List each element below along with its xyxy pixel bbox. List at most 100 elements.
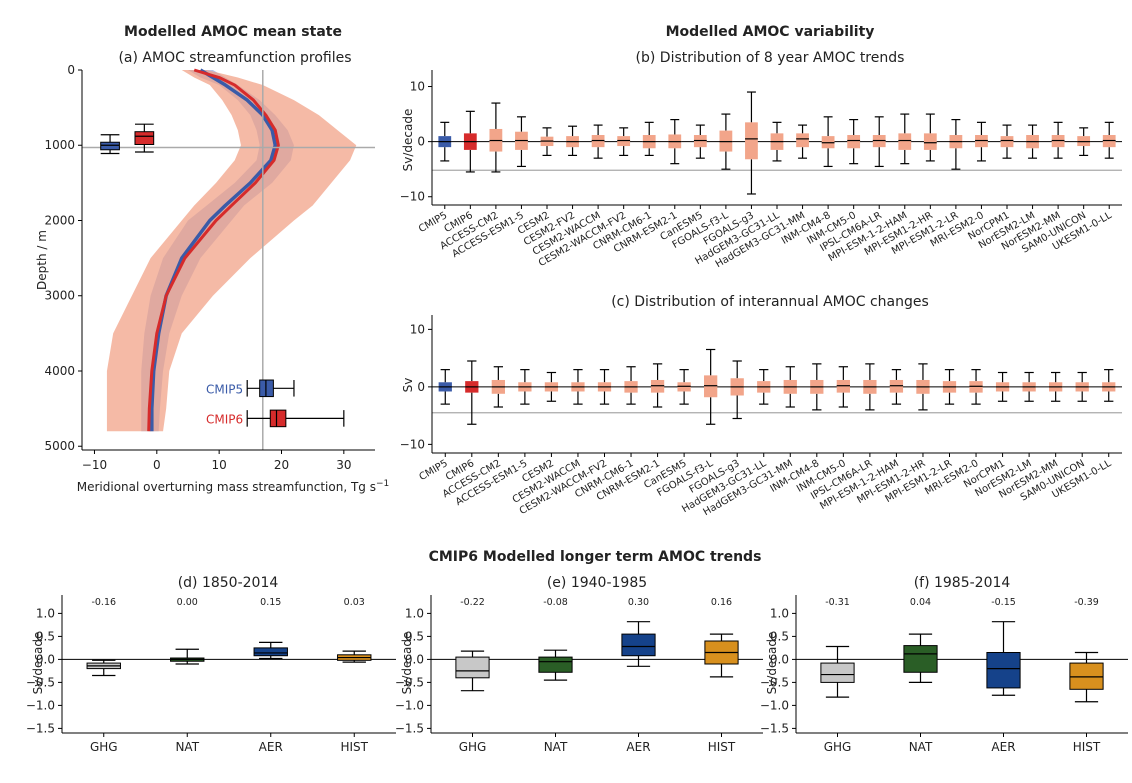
panel-d-category-label: NAT	[175, 740, 199, 754]
panel-f-box	[1069, 662, 1104, 690]
panel-c-ytick-label: 0	[417, 380, 425, 394]
panel-a-ytick-label: 2000	[44, 213, 75, 227]
panel-e-title: (e) 1940-1985	[547, 575, 647, 591]
panel-c-interannual-distribution: (c) Distribution of interannual AMOC cha…	[400, 294, 1122, 518]
panel-c-category-label: CMIP5	[417, 458, 449, 483]
panel-d-mean-annotation: 0.00	[177, 597, 198, 608]
panel-e-ytick-label: 0.5	[405, 629, 424, 643]
panel-b-box	[745, 122, 758, 160]
panel-b-title: (b) Distribution of 8 year AMOC trends	[636, 50, 905, 66]
mean-state-section-title: Modelled AMOC mean state	[124, 24, 342, 40]
panel-a-ytick-label: 5000	[44, 439, 75, 453]
panel-f-ylabel: Sv/decade	[765, 632, 779, 695]
panel-a-ytick-label: 0	[67, 63, 75, 77]
panel-d-mean-annotation: 0.15	[260, 597, 281, 608]
panel-f-category-label: HIST	[1073, 740, 1101, 754]
panel-a-xtick-label: 20	[274, 458, 289, 472]
variability-section-title: Modelled AMOC variability	[666, 24, 875, 40]
panel-e-mean-annotation: -0.08	[543, 597, 568, 608]
panel-a-cmip6-spread-band	[106, 70, 357, 432]
panel-e-ytick-label: 0.0	[405, 652, 424, 666]
panel-e-box	[455, 656, 490, 679]
longterm-section-title: CMIP6 Modelled longer term AMOC trends	[429, 549, 762, 565]
panel-d-ytick-label: −0.5	[26, 675, 55, 689]
panel-a-profiles: (a) AMOC streamfunction profiles Depth /…	[35, 50, 389, 494]
panel-d-category-label: GHG	[90, 740, 118, 754]
panel-a-xtick-label: 0	[153, 458, 161, 472]
panel-c-ylabel: Sv	[401, 378, 415, 393]
panel-d-title: (d) 1850-2014	[178, 575, 279, 591]
panel-b-box	[847, 135, 861, 149]
panel-f-ytick-label: 1.0	[770, 606, 789, 620]
panel-b-box	[898, 133, 912, 150]
panel-b-ytick-label: −10	[400, 190, 425, 204]
panel-a-xtick-label: −10	[82, 458, 107, 472]
panel-a-ytick-label: 1000	[44, 138, 75, 152]
panel-a-xlabel: Meridional overturning mass streamfuncti…	[77, 479, 390, 494]
panel-a-depth-box	[100, 141, 120, 151]
panel-b-box	[923, 133, 937, 150]
panel-f-box	[903, 645, 938, 673]
panel-d-ytick-label: 0.5	[36, 629, 55, 643]
panel-e-category-label: NAT	[544, 740, 568, 754]
panel-c-title: (c) Distribution of interannual AMOC cha…	[611, 294, 929, 310]
panel-a-strength-box-label: CMIP5	[206, 382, 243, 396]
panel-b-category-label: CMIP5	[417, 210, 449, 235]
panel-a-strength-box	[259, 379, 274, 398]
panel-e-box	[621, 633, 656, 657]
panel-a-strength-box-label: CMIP6	[206, 412, 243, 426]
panel-f-ytick-label: −1.0	[760, 698, 789, 712]
panel-d-1850-2014: (d) 1850-2014 Sv/decade −1.5−1.0−0.50.00…	[26, 575, 396, 754]
panel-f-ytick-label: −1.5	[760, 721, 789, 735]
panel-b-box	[796, 133, 809, 148]
panel-f-category-label: GHG	[824, 740, 852, 754]
panel-d-box	[253, 647, 288, 657]
panel-f-category-label: NAT	[909, 740, 933, 754]
panel-d-mean-annotation: 0.03	[344, 597, 365, 608]
panel-a-strength-box	[269, 409, 287, 428]
panel-e-ytick-label: −0.5	[395, 675, 424, 689]
panel-f-ytick-label: −0.5	[760, 675, 789, 689]
panel-f-mean-annotation: 0.04	[910, 597, 931, 608]
panel-e-1940-1985: (e) 1940-1985 Sv/decade −1.5 −1.0 −0.5 0.0 0…	[395, 575, 763, 754]
panel-f-ytick-label: 0.0	[770, 652, 789, 666]
panel-b-ylabel: Sv/decade	[401, 109, 415, 172]
panel-d-category-label: HIST	[340, 740, 368, 754]
panel-f-category-label: AER	[991, 740, 1015, 754]
panel-e-ytick-label: 1.0	[405, 606, 424, 620]
panel-b-trend-distribution: (b) Distribution of 8 year AMOC trends S…	[400, 50, 1122, 270]
panel-f-mean-annotation: -0.15	[991, 597, 1016, 608]
panel-e-mean-annotation: 0.16	[711, 597, 732, 608]
panel-e-category-label: GHG	[459, 740, 487, 754]
panel-d-ytick-label: 1.0	[36, 606, 55, 620]
panel-e-ylabel: Sv/decade	[400, 632, 414, 695]
panel-f-ytick-label: 0.5	[770, 629, 789, 643]
panel-c-ytick-label: −10	[400, 437, 425, 451]
panel-e-mean-annotation: 0.30	[628, 597, 649, 608]
panel-a-cmip5-mean-line	[150, 68, 278, 432]
panel-f-box	[820, 662, 855, 683]
panel-d-ylabel: Sv/decade	[31, 632, 45, 695]
panel-a-ytick-label: 3000	[44, 289, 75, 303]
panel-a-title: (a) AMOC streamfunction profiles	[118, 50, 351, 66]
panel-c-ytick-label: 10	[410, 322, 425, 336]
panel-e-category-label: AER	[626, 740, 650, 754]
panel-a-cmip6-mean-line	[147, 68, 280, 432]
panel-e-mean-annotation: -0.22	[460, 597, 485, 608]
panel-d-ytick-label: −1.0	[26, 698, 55, 712]
panel-a-depth-box	[134, 131, 155, 145]
panel-f-1985-2014: (f) 1985-2014 Sv/decade −1.5 −1.0 −0.5 0.0 0…	[760, 575, 1128, 754]
panel-a-xtick-label: 30	[336, 458, 351, 472]
panel-e-category-label: HIST	[708, 740, 736, 754]
panel-f-box	[986, 652, 1021, 689]
panel-e-ytick-label: −1.0	[395, 698, 424, 712]
panel-d-mean-annotation: -0.16	[91, 597, 116, 608]
panel-d-ytick-label: 0.0	[36, 652, 55, 666]
panel-a-xlabel-unit-exponent: −1	[376, 479, 389, 489]
panel-d-category-label: AER	[259, 740, 283, 754]
panel-e-box	[538, 656, 573, 673]
panel-a-ytick-label: 4000	[44, 364, 75, 378]
panel-f-title: (f) 1985-2014	[914, 575, 1011, 591]
panel-e-ytick-label: −1.5	[395, 721, 424, 735]
